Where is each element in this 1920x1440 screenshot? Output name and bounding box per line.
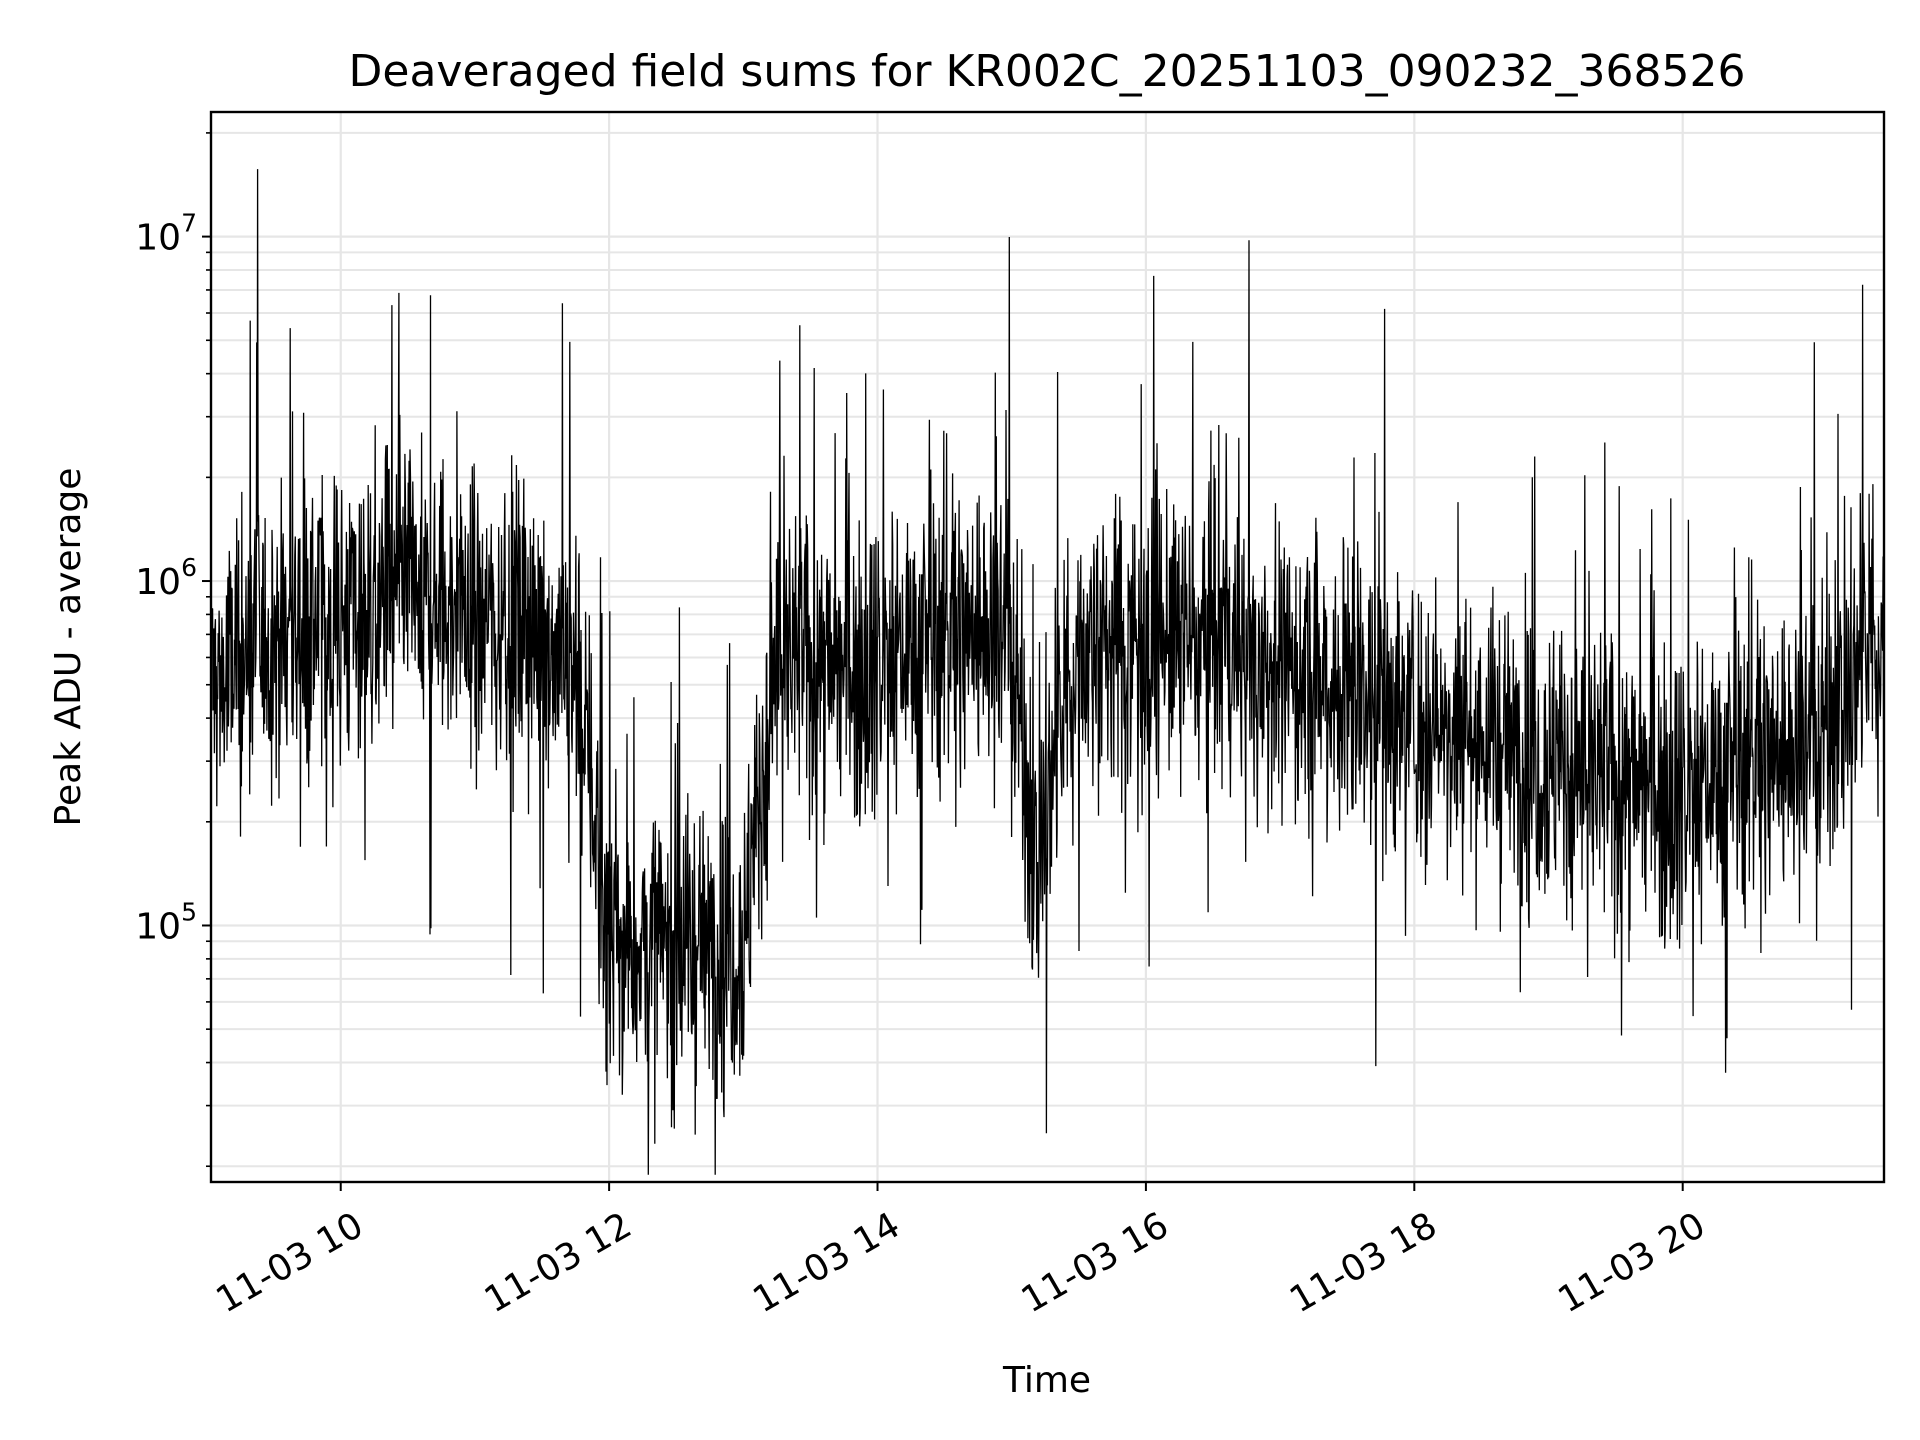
y-axis-label: Peak ADU - average (48, 468, 89, 827)
y-tick-label: 107 (135, 209, 197, 259)
y-tick-label: 106 (135, 553, 197, 603)
chart-title: Deaveraged field sums for KR002C_2025110… (349, 46, 1746, 97)
plot-frame (209, 110, 1886, 1184)
series-line (211, 169, 1885, 1175)
x-axis-label: Time (1002, 1360, 1091, 1401)
y-axis: 105 106 107 (135, 132, 211, 1168)
data-line-layer (211, 169, 1885, 1175)
y-tick-label: 105 (135, 897, 197, 947)
